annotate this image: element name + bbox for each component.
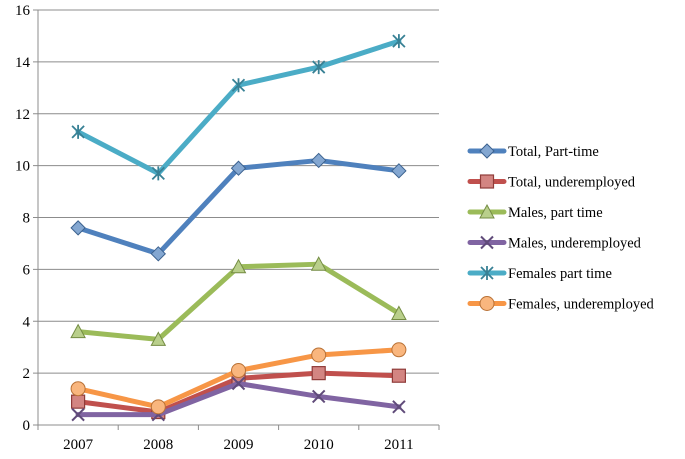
data-point bbox=[70, 323, 86, 339]
gridlines bbox=[38, 9, 439, 374]
y-tick-label: 4 bbox=[23, 314, 31, 330]
series-line bbox=[75, 38, 402, 176]
data-point bbox=[310, 152, 327, 169]
series-star bbox=[71, 34, 406, 181]
data-point bbox=[391, 305, 407, 320]
data-point bbox=[70, 381, 86, 397]
series-diamond bbox=[70, 152, 407, 262]
y-axis-ticks: 0 2 4 6 8 10 12 14 16 bbox=[15, 3, 38, 434]
data-point bbox=[391, 368, 406, 383]
legend-label: Total, Part-time bbox=[508, 144, 599, 160]
legend-entry: Males, part time bbox=[467, 203, 603, 221]
legend-entry: Females, underemployed bbox=[467, 296, 655, 313]
data-point bbox=[150, 331, 167, 346]
x-axis-ticks: 2007 2008 2009 2010 2011 bbox=[37, 425, 440, 453]
data-point bbox=[230, 160, 247, 176]
x-tick-label: 2008 bbox=[143, 437, 173, 453]
data-point bbox=[230, 258, 247, 274]
series-group bbox=[70, 34, 407, 422]
x-tick-label: 2009 bbox=[224, 437, 254, 453]
data-point bbox=[392, 400, 406, 414]
y-tick-label: 12 bbox=[15, 107, 30, 123]
legend-marker bbox=[479, 174, 495, 189]
data-point bbox=[312, 60, 326, 75]
legend: Total, Part-time Total, underemployed Male… bbox=[467, 143, 655, 313]
legend-marker bbox=[480, 235, 494, 250]
data-point bbox=[231, 363, 246, 379]
y-tick-label: 14 bbox=[15, 55, 31, 71]
data-point bbox=[392, 34, 406, 49]
x-tick-label: 2011 bbox=[384, 437, 413, 453]
data-point bbox=[150, 246, 167, 262]
legend-entry: Total, underemployed bbox=[467, 174, 636, 191]
data-point bbox=[71, 124, 85, 139]
series-circle bbox=[70, 342, 407, 415]
legend-label: Males, underemployed bbox=[508, 236, 642, 252]
legend-label: Females part time bbox=[508, 266, 612, 282]
y-tick-label: 6 bbox=[23, 262, 31, 278]
data-point bbox=[231, 78, 246, 93]
legend-label: Females, underemployed bbox=[508, 297, 655, 313]
y-tick-label: 16 bbox=[15, 3, 31, 19]
data-point bbox=[311, 366, 326, 381]
data-point bbox=[310, 256, 327, 271]
legend-entry: Females part time bbox=[467, 266, 612, 282]
legend-label: Males, part time bbox=[508, 205, 603, 221]
data-point bbox=[70, 220, 86, 236]
data-point bbox=[151, 166, 165, 181]
legend-marker bbox=[480, 266, 494, 280]
series-line bbox=[75, 261, 402, 342]
series-x bbox=[71, 376, 406, 422]
legend-entry: Total, Part-time bbox=[467, 143, 599, 160]
data-point bbox=[311, 347, 327, 363]
series-triangle bbox=[70, 256, 407, 346]
data-point bbox=[391, 163, 407, 179]
legend-marker bbox=[479, 203, 495, 219]
data-point bbox=[150, 399, 166, 415]
data-point bbox=[70, 394, 86, 409]
legend-marker bbox=[479, 143, 495, 159]
y-tick-label: 8 bbox=[23, 211, 31, 227]
y-tick-label: 10 bbox=[15, 159, 30, 175]
data-point bbox=[231, 376, 246, 391]
data-point bbox=[71, 407, 85, 422]
data-point bbox=[391, 342, 407, 358]
data-point bbox=[311, 389, 326, 404]
legend-entry: Males, underemployed bbox=[467, 235, 642, 252]
y-tick-label: 2 bbox=[23, 366, 31, 382]
x-tick-label: 2010 bbox=[304, 437, 334, 453]
y-tick-label: 0 bbox=[23, 418, 31, 434]
x-tick-label: 2007 bbox=[63, 437, 94, 453]
legend-label: Total, underemployed bbox=[508, 175, 636, 191]
legend-marker bbox=[479, 296, 495, 311]
